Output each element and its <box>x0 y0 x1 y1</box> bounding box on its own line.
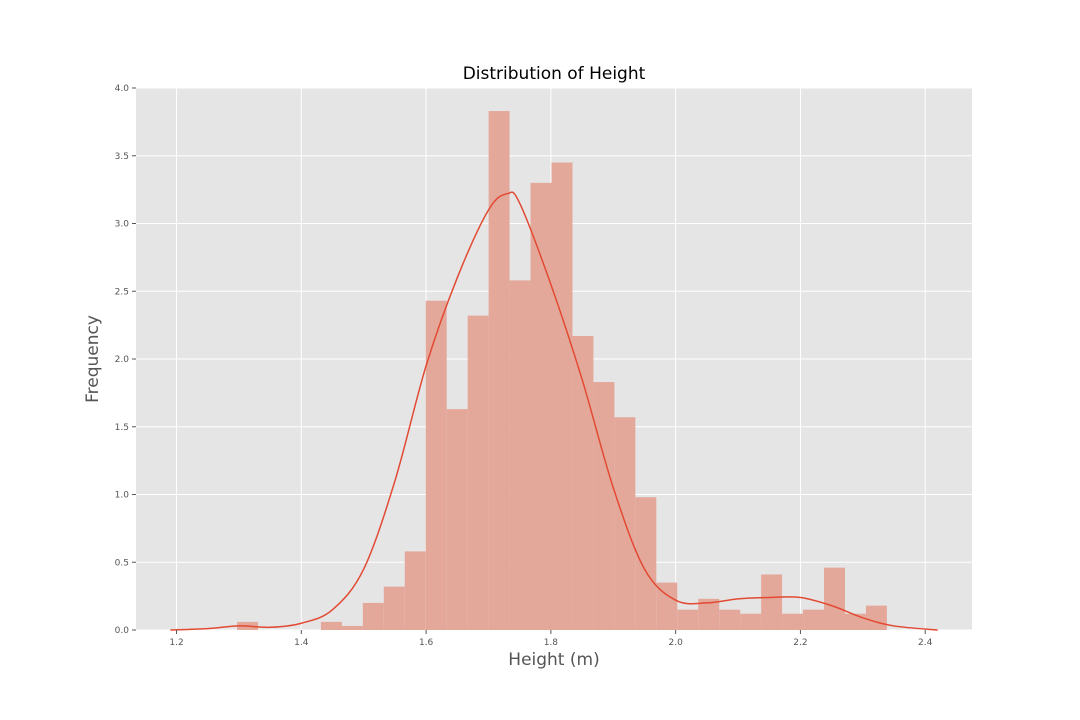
histogram-bar <box>551 162 573 630</box>
histogram-bar <box>425 300 447 630</box>
histogram-bar <box>320 621 342 630</box>
histogram-bar <box>656 582 678 630</box>
histogram-bar <box>761 574 783 630</box>
histogram-bar <box>677 609 699 630</box>
histogram-bar <box>635 497 657 630</box>
histogram-bar <box>844 613 866 630</box>
y-tick-label: 3.5 <box>115 152 129 162</box>
histogram-bar <box>719 609 741 630</box>
y-axis-label: Frequency <box>83 315 103 403</box>
histogram-bar <box>467 315 489 630</box>
x-tick-label: 1.8 <box>544 638 559 648</box>
histogram-bar <box>446 409 468 630</box>
histogram-bar <box>824 567 845 630</box>
y-tick-label: 2.0 <box>115 355 130 365</box>
histogram-bars <box>237 111 887 630</box>
histogram-bar <box>341 625 363 630</box>
histogram-bar <box>865 605 887 630</box>
x-tick-label: 2.0 <box>668 638 683 648</box>
histogram-bar <box>530 182 552 630</box>
y-tick-label: 1.0 <box>115 491 130 501</box>
y-axis-ticks: 0.0 0.5 1.0 1.5 2.0 2.5 3.0 3.5 4.0 <box>115 84 136 636</box>
x-tick-label: 1.2 <box>169 638 183 648</box>
histogram-bar <box>509 280 531 630</box>
y-tick-label: 0.5 <box>115 558 129 568</box>
x-axis-label: Height (m) <box>508 650 599 670</box>
histogram-bar <box>803 609 825 630</box>
y-tick-label: 4.0 <box>115 84 130 94</box>
x-tick-label: 2.4 <box>918 638 933 648</box>
y-tick-label: 0.0 <box>115 626 130 636</box>
x-tick-label: 1.4 <box>294 638 309 648</box>
x-tick-label: 2.2 <box>793 638 807 648</box>
histogram-bar <box>383 586 405 630</box>
histogram-bar <box>593 382 615 630</box>
y-tick-label: 3.0 <box>115 220 130 230</box>
kde-curve <box>170 191 938 631</box>
y-tick-label: 1.5 <box>115 423 129 433</box>
histogram-bar <box>698 598 720 630</box>
x-tick-label: 1.6 <box>419 638 434 648</box>
histogram-bar <box>362 602 384 630</box>
chart-title: Distribution of Height <box>463 64 646 84</box>
x-axis-ticks: 1.2 1.4 1.6 1.8 2.0 2.2 2.4 <box>169 630 933 648</box>
histogram-bar <box>488 111 510 630</box>
histogram-bar <box>404 551 426 630</box>
histogram-bar <box>782 613 804 630</box>
histogram-bar <box>740 613 762 630</box>
y-tick-label: 2.5 <box>115 287 129 297</box>
histogram-bar <box>572 335 594 630</box>
